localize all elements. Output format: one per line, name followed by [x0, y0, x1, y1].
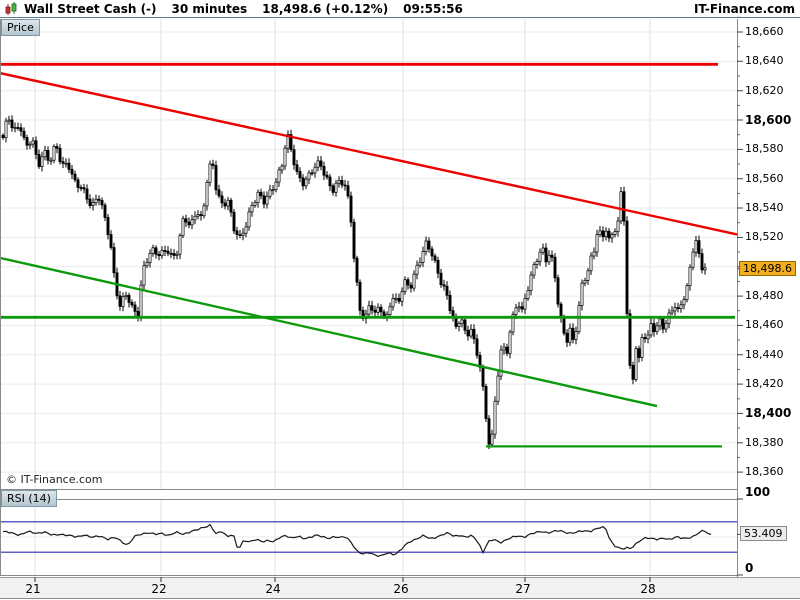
instrument-name: Wall Street Cash (-) [24, 1, 157, 16]
last-price-change: 18,498.6 (+0.12%) [262, 1, 389, 16]
price-axis-label: 18,400 [745, 406, 792, 420]
copyright-watermark: © IT-Finance.com [6, 473, 103, 486]
brand-label: IT-Finance.com [693, 1, 795, 16]
day-axis-label: 22 [151, 582, 167, 596]
price-axis-label: 18,600 [745, 113, 792, 127]
rsi-axis-label-100: 100 [745, 485, 771, 499]
timeframe-label: 30 minutes [171, 1, 248, 16]
day-axis-label: 24 [265, 582, 281, 596]
price-axis-label: 18,460 [745, 318, 784, 331]
price-axis-label: 18,480 [745, 289, 784, 302]
time-axis-strip [0, 577, 800, 599]
pane-borders [0, 19, 738, 598]
price-axis-label: 18,580 [745, 142, 784, 155]
price-axis-label: 18,380 [745, 436, 784, 449]
price-axis-label: 18,560 [745, 172, 784, 185]
price-axis-label: 18,360 [745, 465, 784, 478]
trendline-resistance-diagonal[interactable] [0, 71, 738, 236]
rsi-axis-label-0: 0 [745, 561, 754, 575]
day-axis-label: 28 [640, 582, 656, 596]
price-axis-label: 18,420 [745, 377, 784, 390]
titlebar: Wall Street Cash (-) 30 minutes 18,498.6… [0, 0, 800, 18]
price-axis-label: 18,660 [745, 25, 784, 38]
price-axis-label: 18,640 [745, 54, 784, 67]
price-axis-label: 18,440 [745, 348, 784, 361]
price-axis-label: 18,540 [745, 201, 784, 214]
rsi-line [2, 523, 712, 558]
trendline-support-diagonal[interactable] [0, 256, 658, 408]
rsi-value-badge: 53.409 [740, 526, 787, 541]
candlestick-series [1, 115, 707, 450]
day-axis-label: 21 [25, 582, 41, 596]
day-axis-label: 26 [393, 582, 409, 596]
tab-rsi-indicator[interactable]: RSI (14) [1, 490, 57, 507]
day-axis-label: 27 [515, 582, 531, 596]
price-axis-label: 18,620 [745, 84, 784, 97]
tab-price[interactable]: Price [1, 19, 40, 36]
candles-icon [4, 1, 19, 16]
current-price-badge: 18,498.6 [739, 261, 796, 276]
price-axis-label: 18,520 [745, 230, 784, 243]
quote-time: 09:55:56 [403, 1, 463, 16]
